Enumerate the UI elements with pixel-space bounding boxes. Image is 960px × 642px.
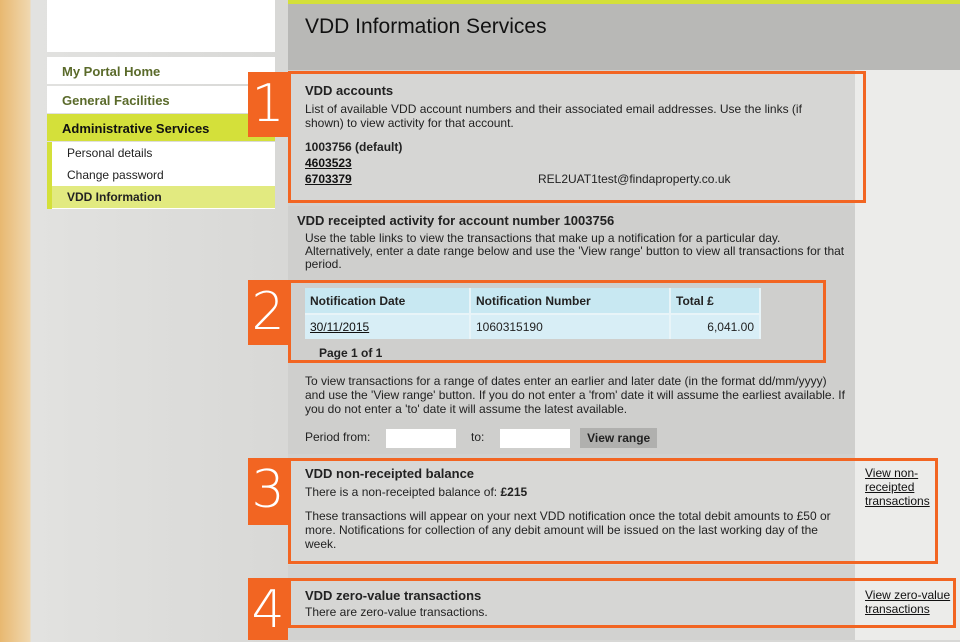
pagination: Page 1 of 1 [319,346,383,360]
view-non-receipted-link[interactable]: View non-receipted transactions [865,466,930,508]
highlight-box-4 [288,578,956,628]
period-from-input[interactable] [385,428,456,448]
top-accent-line [288,0,960,4]
subnav-change-password[interactable]: Change password [67,168,164,182]
highlight-box-2 [288,280,826,363]
activity-desc: Use the table links to view the transact… [305,231,845,271]
view-zero-value-link[interactable]: View zero-value transactions [865,588,951,616]
side-column [855,70,960,640]
notification-date-link[interactable]: 30/11/2015 [310,320,370,334]
accounts-desc: List of available VDD account numbers an… [305,102,802,130]
period-to-label: to: [471,430,485,445]
nav-my-portal-home[interactable]: My Portal Home [47,57,275,84]
step-badge-4: 4 [248,578,288,640]
period-from-label: Period from: [305,430,371,445]
range-instructions: To view transactions for a range of date… [305,374,845,416]
step-badge-2: 2 [248,280,288,345]
period-to-input[interactable] [499,428,570,448]
highlight-box-3 [288,458,938,564]
notifications-table: Notification Date Notification Number Tota… [305,288,761,339]
account-default: 1003756 (default) [305,140,403,154]
col-header: Notification Number [470,288,671,314]
accounts-section: VDD accounts List of available VDD accou… [288,72,855,202]
subnav-personal-details[interactable]: Personal details [67,146,153,160]
balance-note: These transactions will appear on your n… [305,509,831,551]
header [288,4,960,70]
zero-value-section: VDD zero-value transactions There are ze… [288,581,855,626]
notification-number: 1060315190 [470,313,671,339]
account-link[interactable]: 4603523 [305,156,352,170]
zero-text: There are zero-value transactions. [305,605,488,619]
step-badge-3: 3 [248,458,288,525]
balance-amount: £215 [500,485,528,499]
balance-title: VDD non-receipted balance [305,466,475,481]
logo-area [47,0,275,52]
zero-title: VDD zero-value transactions [305,588,482,603]
nav-general-facilities[interactable]: General Facilities [47,86,275,113]
subnav-vdd-information[interactable]: VDD Information [52,186,275,208]
highlight-box-1 [288,71,866,203]
accounts-title: VDD accounts [305,83,394,98]
page-title: VDD Information Services [305,15,547,38]
account-email: REL2UAT1test@findaproperty.co.uk [538,172,731,186]
col-header: Notification Date [305,288,471,314]
nav-administrative-services[interactable]: Administrative Services [47,114,275,141]
table-row: 30/11/2015 1060315190 6,041.00 [305,313,761,339]
balance-text: There is a non-receipted balance of: [305,485,498,499]
step-badge-1: 1 [248,72,288,137]
activity-section: VDD receipted activity for account numbe… [288,206,855,454]
col-header: Total £ [670,288,761,314]
balance-section: VDD non-receipted balance There is a non… [288,459,855,565]
account-link[interactable]: 6703379 [305,172,352,186]
view-range-button[interactable]: View range [580,428,658,448]
activity-title: VDD receipted activity for account numbe… [297,213,615,228]
notification-total: 6,041.00 [670,313,761,339]
subnav: Personal details Change password VDD Inf… [47,142,275,209]
